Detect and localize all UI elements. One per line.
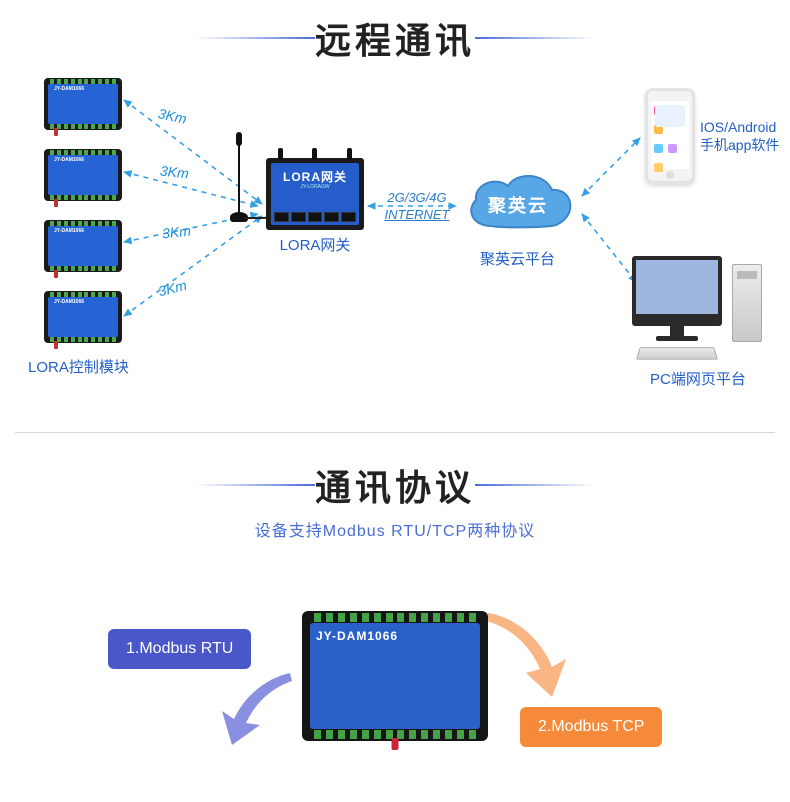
pc-icon xyxy=(632,256,762,366)
lora-modules-label: LORA控制模块 xyxy=(28,356,129,377)
lora-module-icon: JY-DAM1066 xyxy=(44,291,122,343)
arrow-rtu-icon xyxy=(212,667,302,747)
phone-label1: IOS/Android xyxy=(700,119,776,135)
network-label: 2G/3G/4G INTERNET xyxy=(378,190,456,224)
phone-label: IOS/Android 手机app软件 xyxy=(700,118,779,154)
section2-title: 通讯协议 xyxy=(315,459,475,511)
dam-module-label: JY-DAM1066 xyxy=(316,629,398,643)
title-line-right xyxy=(475,37,595,39)
gateway-sub: JY-LORAGW xyxy=(266,184,364,190)
lora-gateway-icon: LORA网关 JY-LORAGW LORA网关 xyxy=(266,158,364,255)
cloud-label: 聚英云平台 xyxy=(480,248,555,269)
external-antenna-icon xyxy=(224,132,254,222)
modbus-rtu-badge: 1.Modbus RTU xyxy=(108,629,251,669)
net-line2: INTERNET xyxy=(385,207,450,222)
dam-module-icon: JY-DAM1066 xyxy=(302,611,488,741)
net-line1: 2G/3G/4G xyxy=(387,190,446,205)
title-line-left xyxy=(195,37,315,39)
section2-subtitle: 设备支持Modbus RTU/TCP两种协议 xyxy=(0,517,790,541)
distance-label: 3Km xyxy=(157,105,188,127)
modbus-tcp-badge: 2.Modbus TCP xyxy=(520,707,662,747)
title2-line-left xyxy=(195,484,315,486)
cloud-text: 聚英云 xyxy=(458,192,578,218)
cloud-icon: 聚英云 xyxy=(458,166,578,240)
distance-label: 3Km xyxy=(159,163,189,182)
remote-comm-section: 远程通讯 JY-DAM1066 JY-DAM1066 JY-DAM1066 JY-DA… xyxy=(0,0,790,430)
title2-line-right xyxy=(475,484,595,486)
protocol-section: 通讯协议 设备支持Modbus RTU/TCP两种协议 1.Modbus RTU… xyxy=(0,433,790,541)
phone-label2: 手机app软件 xyxy=(700,137,779,153)
distance-label: 3Km xyxy=(156,277,188,299)
distance-label: 3Km xyxy=(161,223,191,242)
title-bar: 远程通讯 xyxy=(0,0,790,64)
section1-title: 远程通讯 xyxy=(315,12,475,64)
pc-label: PC端网页平台 xyxy=(650,368,746,389)
title-bar-2: 通讯协议 xyxy=(0,433,790,511)
lora-module-icon: JY-DAM1066 xyxy=(44,78,122,130)
gateway-label: LORA网关 xyxy=(266,234,364,255)
arrow-tcp-icon xyxy=(474,603,574,703)
lora-module-icon: JY-DAM1066 xyxy=(44,149,122,201)
lora-module-icon: JY-DAM1066 xyxy=(44,220,122,272)
phone-icon xyxy=(645,88,695,184)
gateway-title: LORA网关 xyxy=(266,168,364,185)
